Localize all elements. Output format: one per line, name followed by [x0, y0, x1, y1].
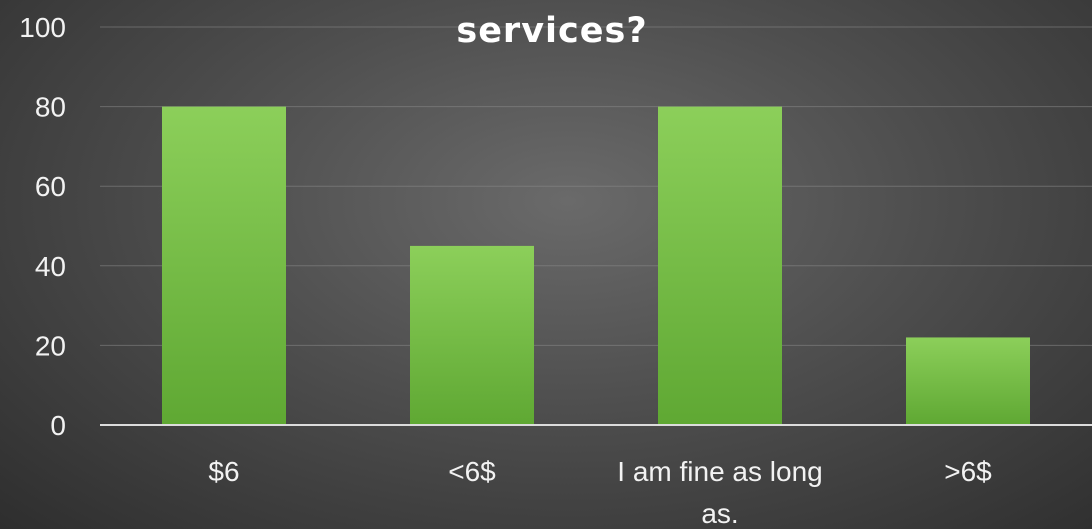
y-tick-label: 80: [35, 92, 66, 123]
x-category-label-line: as.: [701, 498, 738, 529]
bar: [410, 245, 534, 425]
x-category-label: <6$: [448, 456, 496, 487]
x-category-label: I am fine as long as.: [617, 456, 822, 529]
y-tick-label: 60: [35, 171, 66, 202]
x-category-label: $6: [208, 456, 239, 487]
x-category-label-line: <6$: [448, 456, 496, 487]
bar: [162, 106, 286, 425]
x-category-label-line: $6: [208, 456, 239, 487]
bars: [162, 106, 1030, 425]
y-tick-label: 40: [35, 251, 66, 282]
bar: [658, 106, 782, 425]
chart-title: services?: [456, 11, 647, 51]
y-tick-label: 20: [35, 330, 66, 361]
x-category-label-line: >6$: [944, 456, 992, 487]
x-axis-category-labels: $6 <6$ I am fine as long as. >6$: [208, 456, 992, 529]
bar: [906, 337, 1030, 425]
y-tick-label: 0: [50, 410, 66, 441]
y-tick-label: 100: [19, 12, 66, 43]
x-category-label-line: I am fine as long: [617, 456, 822, 487]
y-axis-tick-labels: 0 20 40 60 80 100: [19, 12, 66, 441]
x-category-label: >6$: [944, 456, 992, 487]
